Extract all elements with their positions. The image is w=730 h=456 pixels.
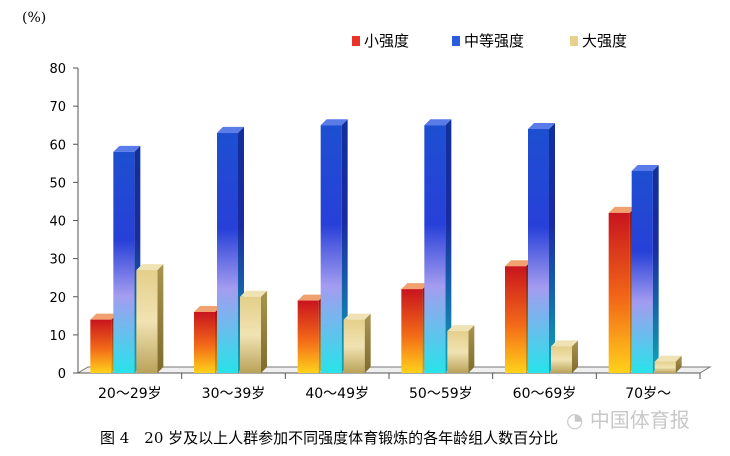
bar [320, 119, 348, 373]
bar-top [528, 123, 555, 129]
bar [551, 340, 578, 373]
bar-front [551, 346, 572, 373]
bar-side [341, 119, 348, 373]
bar-side [652, 164, 659, 373]
figure-caption: 图 4 20 岁及以上人群参加不同强度体育锻炼的各年龄组人数百分比 [100, 429, 559, 447]
legend-label: 大强度 [582, 32, 627, 50]
bar [608, 206, 636, 373]
bar-front [505, 266, 526, 373]
bar-top [136, 264, 164, 271]
bar-front [401, 289, 423, 373]
bar [113, 145, 141, 373]
legend-label: 小强度 [364, 32, 409, 50]
bar-top [424, 119, 452, 126]
watermark: ◔ 中国体育报 [566, 404, 690, 433]
bar-side [445, 119, 452, 373]
legend-swatch [452, 36, 460, 46]
legend-swatch [352, 36, 360, 46]
bar-top [90, 313, 118, 320]
x-tick-label: 40～49岁 [305, 386, 369, 402]
bar-top [654, 355, 682, 362]
bar-top [505, 260, 532, 267]
legend: 小强度 中等强度 大强度 [352, 32, 627, 50]
bar [528, 123, 555, 373]
bar-front [217, 132, 238, 373]
bar-front [447, 331, 469, 373]
bar-top [320, 119, 348, 126]
bars [90, 119, 682, 373]
y-tick-label: 30 [49, 253, 66, 268]
bar-front [343, 319, 365, 373]
bar-front [608, 212, 630, 373]
bar-side [468, 325, 475, 373]
bar [240, 290, 267, 373]
legend-label: 中等强度 [464, 32, 524, 50]
bar-front [90, 319, 112, 373]
bar [90, 313, 118, 373]
bar-side [261, 290, 267, 373]
bar [343, 313, 371, 373]
bar-side [157, 264, 164, 373]
x-tick-label: 30～39岁 [202, 386, 266, 402]
legend-swatch [570, 36, 578, 46]
y-unit-label: (%) [22, 10, 47, 26]
y-tick-label: 10 [49, 329, 66, 344]
watermark-text: 中国体育报 [589, 408, 690, 432]
bar [505, 260, 532, 373]
y-tick-label: 60 [49, 138, 66, 153]
bar-side [549, 123, 555, 373]
bar-front [194, 312, 215, 373]
bar-front [113, 151, 135, 373]
y-tick-label: 80 [49, 62, 66, 77]
bar-front [136, 270, 158, 373]
y-tick-label: 40 [49, 215, 66, 230]
bar [194, 306, 221, 373]
bar-top [217, 126, 244, 133]
y-tick-label: 20 [49, 291, 66, 306]
bar-top [631, 164, 659, 171]
bar [217, 126, 244, 373]
bar [424, 119, 452, 373]
bar-front [297, 300, 319, 373]
bar-top [447, 325, 475, 332]
bar-top [551, 340, 578, 347]
bar-side [572, 340, 578, 373]
y-tick-label: 0 [58, 367, 66, 382]
bar [401, 283, 429, 373]
bar-front [240, 296, 261, 373]
bar-front [424, 125, 446, 373]
bar-top [194, 306, 221, 312]
y-tick-label: 70 [49, 100, 66, 115]
bar-front [654, 361, 676, 373]
bar-top [240, 290, 267, 297]
bar-side [675, 355, 682, 373]
x-tick-label: 50～59岁 [409, 386, 473, 402]
x-tick-label: 70岁～ [625, 386, 671, 402]
bar [631, 164, 659, 373]
wechat-icon: ◔ [566, 408, 584, 432]
bar [136, 264, 164, 373]
x-tick-label: 20～29岁 [98, 386, 162, 402]
bar-top [401, 283, 429, 290]
bar-front [528, 129, 549, 373]
bar-front [631, 170, 653, 373]
bar-top [343, 313, 371, 320]
bar-front [320, 125, 342, 373]
bar [654, 355, 682, 373]
bar [447, 325, 475, 373]
bar-top [608, 206, 636, 213]
x-tick-label: 60～69岁 [513, 386, 577, 402]
bar-top [113, 145, 141, 152]
bar-top [297, 294, 325, 301]
bar [297, 294, 325, 373]
bar-chart: 0 10 20 30 40 50 60 70 80 20～29岁 30～39岁 40～49岁 50～59… [49, 32, 712, 402]
y-tick-label: 50 [49, 176, 66, 191]
bar-side [364, 313, 371, 373]
